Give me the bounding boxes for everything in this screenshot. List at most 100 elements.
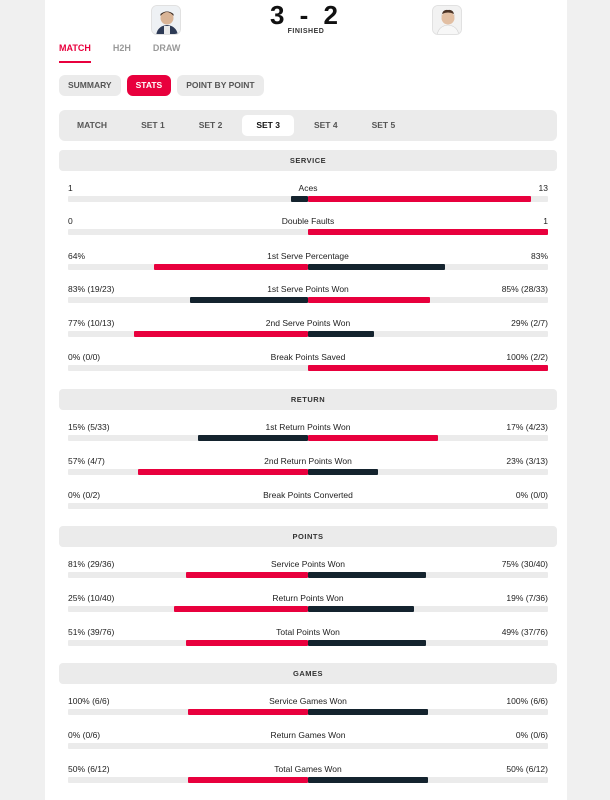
stat-right-bar <box>308 640 426 646</box>
stat-right-bar <box>308 297 431 303</box>
stat-name: Total Games Won <box>274 764 342 774</box>
stat-name: Return Games Won <box>270 730 346 740</box>
stat-right-value: 85% (28/33) <box>501 284 548 294</box>
stat-row: 50% (6/12) Total Games Won 50% (6/12) <box>68 764 548 786</box>
stat-bar-track <box>68 572 548 578</box>
stat-bar-track <box>68 196 548 202</box>
stat-row: 57% (4/7) 2nd Return Points Won 23% (3/13) <box>68 456 548 478</box>
view-pills: SUMMARY STATS POINT BY POINT <box>59 75 270 96</box>
player-left-avatar[interactable] <box>151 5 181 35</box>
stat-left-value: 51% (39/76) <box>68 627 115 637</box>
stat-name: 1st Return Points Won <box>265 422 351 432</box>
stat-name: 2nd Serve Points Won <box>265 318 351 328</box>
stat-right-value: 23% (3/13) <box>506 456 548 466</box>
stat-left-value: 57% (4/7) <box>68 456 105 466</box>
stat-left-bar <box>134 331 308 337</box>
stat-name: Double Faults <box>281 216 335 226</box>
stat-bar-track <box>68 331 548 337</box>
stat-bar-track <box>68 264 548 270</box>
stat-name: Aces <box>298 183 318 193</box>
stat-name: Service Points Won <box>270 559 345 569</box>
stat-bar-track <box>68 469 548 475</box>
stat-name: Break Points Saved <box>270 352 346 362</box>
set-tab-5[interactable]: SET 5 <box>371 120 396 130</box>
stat-left-value: 0% (0/0) <box>68 352 101 362</box>
stat-row: 100% (6/6) Service Games Won 100% (6/6) <box>68 696 548 718</box>
stat-bar-track <box>68 365 548 371</box>
stat-right-value: 13 <box>538 183 548 193</box>
stat-right-bar <box>308 264 445 270</box>
stat-right-bar <box>308 196 531 202</box>
tab-match[interactable]: MATCH <box>59 41 91 63</box>
stat-right-bar <box>308 572 426 578</box>
stat-right-value: 100% (2/2) <box>506 352 548 362</box>
stat-bar-track <box>68 297 548 303</box>
set-tabs: MATCH SET 1 SET 2 SET 3 SET 4 SET 5 <box>59 110 557 141</box>
stat-right-value: 75% (30/40) <box>501 559 548 569</box>
stat-right-value: 83% <box>530 251 548 261</box>
set-tab-2[interactable]: SET 2 <box>198 120 223 130</box>
stat-bar-track <box>68 709 548 715</box>
stat-bar-track <box>68 229 548 235</box>
match-score: 3 - 2 <box>269 0 343 30</box>
stat-name: Return Points Won <box>272 593 344 603</box>
stat-right-value: 49% (37/76) <box>501 627 548 637</box>
section-header-return: RETURN <box>59 389 557 410</box>
stat-left-value: 25% (10/40) <box>68 593 115 603</box>
stat-name: 2nd Return Points Won <box>264 456 352 466</box>
stat-right-bar <box>308 709 428 715</box>
section-header-service: SERVICE <box>59 150 557 171</box>
stats-pill[interactable]: STATS <box>126 75 172 96</box>
stat-right-value: 50% (6/12) <box>506 764 548 774</box>
stat-right-value: 100% (6/6) <box>506 696 548 706</box>
stat-row: 0% (0/6) Return Games Won 0% (0/6) <box>68 730 548 752</box>
set-tab-3[interactable]: SET 3 <box>242 115 294 136</box>
player-right-avatar[interactable] <box>432 5 462 35</box>
section-header-games: GAMES <box>59 663 557 684</box>
stat-right-value: 17% (4/23) <box>506 422 548 432</box>
stat-right-bar <box>308 606 414 612</box>
stat-left-bar <box>188 709 308 715</box>
stat-row: 0% (0/2) Break Points Converted 0% (0/0) <box>68 490 548 512</box>
summary-pill[interactable]: SUMMARY <box>59 75 121 96</box>
stat-right-value: 19% (7/36) <box>506 593 548 603</box>
stat-bar-track <box>68 777 548 783</box>
set-tab-4[interactable]: SET 4 <box>313 120 338 130</box>
stat-left-value: 15% (5/33) <box>68 422 110 432</box>
stat-left-bar <box>154 264 308 270</box>
stat-left-value: 0 <box>68 216 73 226</box>
stat-right-value: 1 <box>543 216 548 226</box>
stat-right-value: 29% (2/7) <box>511 318 548 328</box>
stat-bar-track <box>68 435 548 441</box>
stat-row: 51% (39/76) Total Points Won 49% (37/76) <box>68 627 548 649</box>
stat-right-bar <box>308 469 378 475</box>
main-tabs: MATCH H2H DRAW <box>59 41 202 63</box>
stat-left-bar <box>197 435 308 441</box>
stat-name: 1st Serve Percentage <box>267 251 349 261</box>
stat-row: 15% (5/33) 1st Return Points Won 17% (4/23… <box>68 422 548 444</box>
stat-left-bar <box>188 777 308 783</box>
stat-left-value: 1 <box>68 183 73 193</box>
stat-right-bar <box>308 365 548 371</box>
stat-bar-track <box>68 503 548 509</box>
set-tab-match[interactable]: MATCH <box>77 120 108 130</box>
stat-right-value: 0% (0/0) <box>515 490 548 500</box>
stat-name: 1st Serve Points Won <box>267 284 349 294</box>
tab-draw[interactable]: DRAW <box>152 43 181 53</box>
tab-h2h[interactable]: H2H <box>112 43 131 53</box>
stat-left-bar <box>185 640 308 646</box>
stat-right-bar <box>308 777 428 783</box>
section-header-points: POINTS <box>59 526 557 547</box>
stat-name: Break Points Converted <box>263 490 353 500</box>
stat-row: 77% (10/13) 2nd Serve Points Won 29% (2/7) <box>68 318 548 340</box>
stat-row: 64% 1st Serve Percentage 83% <box>68 251 548 273</box>
point-by-point-pill[interactable]: POINT BY POINT <box>177 75 264 96</box>
stat-bar-track <box>68 606 548 612</box>
stat-left-value: 100% (6/6) <box>68 696 110 706</box>
stat-right-bar <box>308 331 374 337</box>
stat-left-bar <box>291 196 308 202</box>
stat-left-value: 0% (0/2) <box>68 490 101 500</box>
set-tab-1[interactable]: SET 1 <box>141 120 165 130</box>
stat-row: 83% (19/23) 1st Serve Points Won 85% (28/3… <box>68 284 548 306</box>
stat-bar-track <box>68 743 548 749</box>
